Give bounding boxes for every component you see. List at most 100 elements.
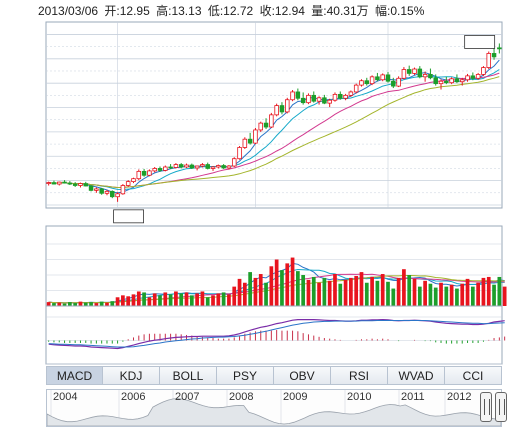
range-handle-left[interactable] — [480, 392, 492, 422]
volume-bar — [502, 286, 507, 306]
volume-bar — [470, 286, 475, 306]
candle-body — [311, 94, 317, 102]
volume-panel — [45, 225, 507, 307]
volume-bar — [73, 303, 78, 306]
tab-wvad[interactable]: WVAD — [388, 366, 445, 385]
price-ma20-line — [48, 72, 500, 189]
timeline-year: 2006 — [121, 391, 146, 403]
volume-bar — [481, 277, 486, 306]
candle-body — [417, 68, 423, 78]
quote-low: 低:12.72 — [207, 4, 254, 18]
charts-area — [45, 21, 507, 365]
candle-body — [253, 129, 258, 144]
candle-body — [380, 74, 385, 81]
volume-bar — [380, 274, 385, 306]
volume-bar — [136, 291, 141, 306]
timeline-navigator[interactable]: 2004 2006 2007 2008 2009 2010 2011 2012 — [46, 389, 502, 427]
candle-body — [110, 190, 115, 198]
candle-body — [465, 75, 470, 81]
candle-body — [136, 170, 142, 180]
volume-bar — [476, 282, 480, 306]
volume-bar — [497, 276, 502, 306]
dea-line — [48, 320, 505, 348]
volume-bar — [168, 294, 173, 306]
volume-bar — [248, 272, 252, 306]
candle-body — [475, 73, 481, 79]
tab-kdj[interactable]: KDJ — [103, 366, 160, 385]
volume-bar — [200, 291, 205, 306]
candle-body — [200, 164, 205, 167]
candle-body — [338, 93, 343, 99]
annotation-box — [113, 209, 144, 224]
volume-bar — [417, 286, 422, 306]
volume-bar — [359, 272, 364, 306]
volume-bar — [184, 292, 189, 306]
candle-body — [184, 164, 189, 168]
volume-bar — [423, 280, 427, 306]
candle-body — [242, 138, 248, 148]
volume-bar — [364, 282, 369, 306]
timeline-year: 2012 — [447, 391, 472, 403]
timeline-year: 2011 — [401, 391, 425, 403]
volume-bar — [174, 291, 178, 306]
tab-obv[interactable]: OBV — [274, 366, 331, 385]
volume-bar — [280, 270, 284, 306]
volume-bar — [205, 297, 210, 306]
candle-body — [433, 77, 438, 85]
volume-bar — [83, 302, 88, 306]
candle-body — [173, 164, 179, 168]
candle-body — [284, 99, 290, 113]
price-ma5-line — [48, 59, 500, 194]
volume-bar — [333, 274, 337, 306]
volume-bar — [349, 277, 353, 306]
volume-bar — [99, 301, 104, 306]
volume-grid — [46, 243, 502, 307]
candle-body — [274, 105, 279, 116]
volume-bar — [402, 269, 406, 306]
price-moving-averages — [48, 59, 500, 194]
candle-body — [125, 181, 131, 186]
volume-bar — [110, 301, 115, 306]
candle-body — [216, 165, 221, 168]
candle-body — [406, 69, 412, 74]
candle-body — [300, 97, 306, 104]
volume-bar — [486, 276, 491, 306]
tab-macd[interactable]: MACD — [46, 366, 103, 385]
volume-bar — [147, 297, 152, 306]
candle-body — [332, 93, 338, 101]
volume-bar — [396, 277, 401, 306]
volume-bar — [375, 280, 380, 306]
candle-body — [231, 158, 237, 167]
candle-body — [438, 80, 444, 85]
candle-body — [62, 181, 67, 184]
volume-bar — [62, 303, 67, 306]
tab-boll[interactable]: BOLL — [160, 366, 217, 385]
candle-body — [359, 80, 364, 86]
candle-body — [449, 78, 454, 84]
volume-bar — [285, 263, 290, 306]
volume-bar — [407, 275, 412, 306]
volume-bar — [338, 283, 343, 306]
quote-date: 2013/03/06 — [38, 4, 99, 18]
candle-body — [412, 68, 417, 74]
volume-bar — [115, 297, 120, 306]
volume-bar — [158, 295, 162, 306]
volume-bar — [89, 302, 93, 306]
price-annotations — [113, 35, 496, 224]
timeline-year: 2009 — [283, 391, 308, 403]
volume-bar — [296, 271, 300, 306]
volume-bar — [253, 277, 258, 306]
volume-bar — [105, 302, 109, 306]
range-handle-right[interactable] — [495, 392, 507, 422]
quote-change: 幅:0.15% — [375, 4, 425, 18]
volume-bar — [317, 282, 321, 306]
candle-body — [369, 76, 375, 85]
candle-body — [83, 183, 89, 187]
candle-body — [375, 76, 380, 81]
volume-bar — [386, 281, 390, 306]
tab-psy[interactable]: PSY — [217, 366, 274, 385]
tab-cci[interactable]: CCI — [445, 366, 502, 385]
volume-bar — [327, 280, 332, 306]
candle-body — [497, 47, 502, 50]
tab-rsi[interactable]: RSI — [331, 366, 388, 385]
